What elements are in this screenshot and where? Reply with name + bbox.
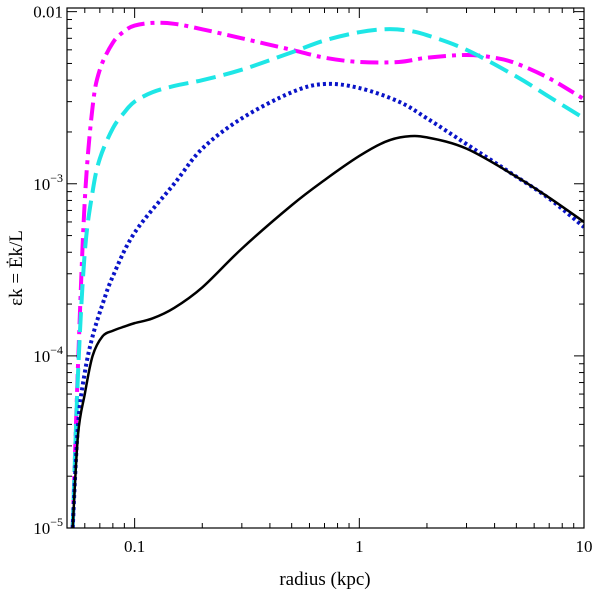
x-tick-label: 1 bbox=[355, 537, 364, 556]
y-tick-label: 10−3 bbox=[33, 171, 63, 194]
y-axis-label: εk = Ėk/L bbox=[6, 230, 27, 306]
ticks-layer bbox=[66, 8, 585, 529]
plot-area bbox=[67, 8, 584, 528]
x-tick-label: 0.1 bbox=[124, 537, 145, 556]
y-tick-label: 10−5 bbox=[33, 515, 63, 538]
x-tick-label: 10 bbox=[576, 537, 592, 556]
series-solid-line bbox=[71, 134, 584, 528]
series-layer bbox=[70, 20, 584, 528]
y-tick-label: 10−4 bbox=[33, 343, 63, 366]
series-dashed-line bbox=[70, 27, 584, 528]
tick-labels-layer: 0.1 1 10 10−5 10−4 10−3 0.01 bbox=[33, 3, 592, 556]
plot-frame bbox=[66, 7, 585, 529]
series-dotted-line bbox=[70, 81, 584, 528]
x-axis-label: radius (kpc) bbox=[279, 569, 370, 590]
y-tick-label: 0.01 bbox=[33, 3, 63, 22]
